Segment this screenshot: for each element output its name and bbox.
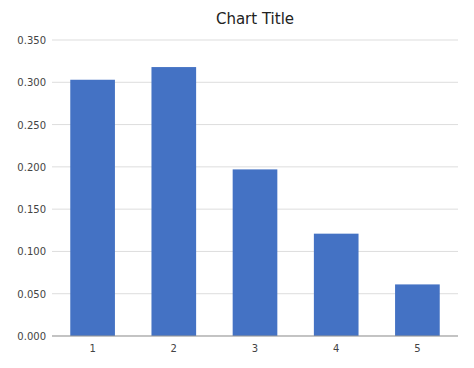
grid-line: [52, 40, 458, 41]
y-tick-label: 0.200: [17, 162, 46, 173]
bar: [233, 169, 278, 336]
x-tick-label: 4: [333, 343, 339, 354]
bar: [151, 67, 196, 336]
y-tick-label: 0.050: [17, 289, 46, 300]
y-tick-label: 0.250: [17, 120, 46, 131]
x-tick-label: 2: [171, 343, 177, 354]
x-tick-label: 1: [89, 343, 95, 354]
x-axis-line: [52, 336, 458, 337]
x-tick-label: 3: [252, 343, 258, 354]
chart-container: Chart Title 0.000 0.050 0.100 0.150 0.200 0.25…: [0, 0, 474, 368]
y-tick-label: 0.150: [17, 204, 46, 215]
y-tick-label: 0.350: [17, 35, 46, 46]
bar: [314, 234, 359, 336]
y-tick-label: 0.100: [17, 246, 46, 257]
title: Chart Title: [216, 10, 294, 28]
y-tick-label: 0.000: [17, 331, 46, 342]
y-grid: [52, 40, 458, 336]
chart: Chart Title 0.000 0.050 0.100 0.150 0.200 0.25…: [0, 0, 474, 368]
bar: [70, 80, 115, 336]
x-tick-label: 5: [414, 343, 420, 354]
bars: [70, 67, 439, 336]
bar: [395, 284, 440, 336]
y-tick-label: 0.300: [17, 77, 46, 88]
grid-line: [52, 336, 458, 337]
